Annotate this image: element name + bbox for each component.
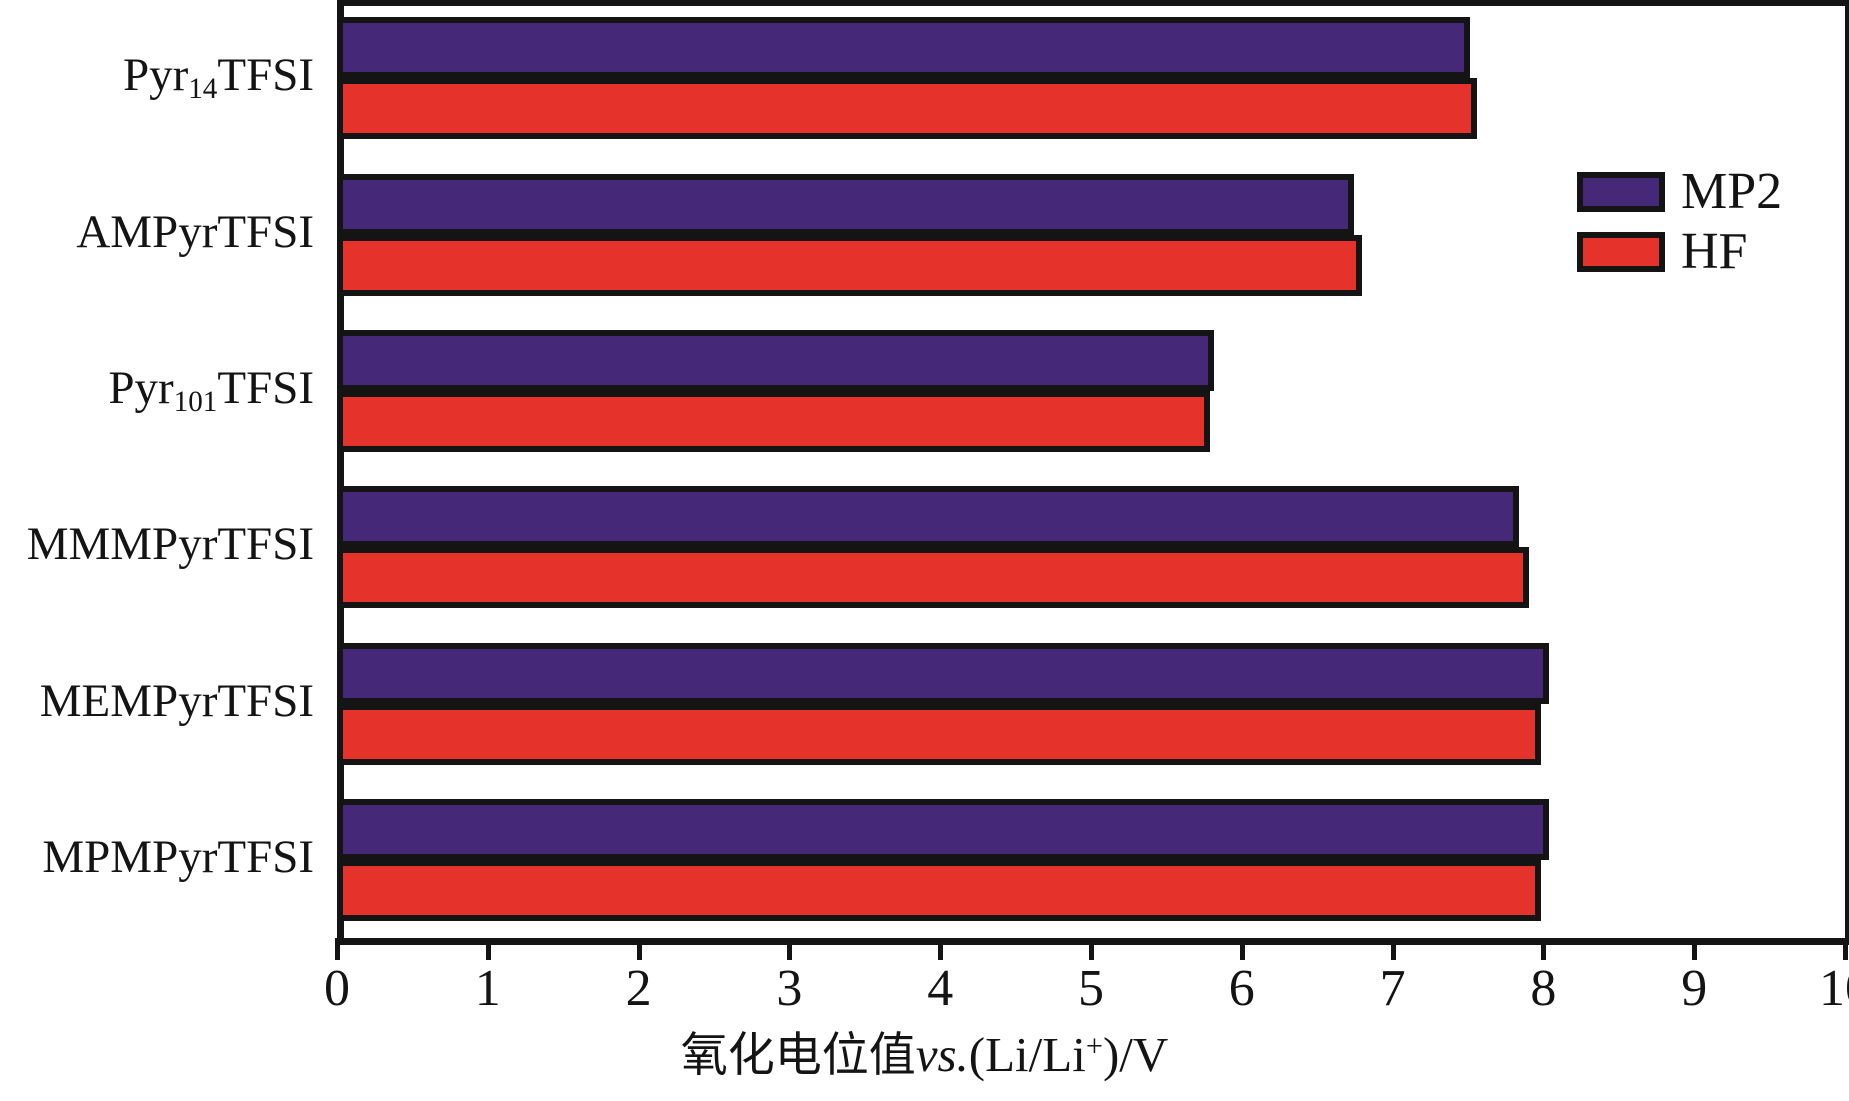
legend-swatch-mp2-icon [1577, 172, 1665, 212]
category-label-Pyr101TFSI: Pyr101TFSI [108, 361, 314, 416]
x-tick-1 [485, 938, 491, 960]
x-axis-title: 氧化电位值vs.(Li/Li+)/V [0, 1030, 1849, 1079]
category-label-prefix: Pyr [108, 361, 174, 414]
x-tick-5 [1089, 938, 1094, 960]
x-tick-label-2: 2 [625, 960, 652, 1017]
category-label-subscript: 101 [173, 385, 218, 418]
plot-top-border [337, 0, 1849, 6]
x-axis-title-cjk: 氧化电位值 [680, 1028, 916, 1083]
x-tick-0 [335, 938, 340, 960]
category-label-suffix: TFSI [217, 49, 314, 102]
legend-label-mp2: MP2 [1681, 163, 1783, 220]
bar-hf-MMMPyrTFSI [337, 547, 1530, 609]
bar-hf-AMPyrTFSI [337, 234, 1362, 296]
x-tick-label-7: 7 [1379, 960, 1406, 1017]
category-label-prefix: Pyr [122, 49, 189, 102]
category-label-MEMPyrTFSI: MEMPyrTFSI [39, 674, 314, 727]
bar-hf-Pyr101TFSI [337, 390, 1210, 452]
bar-mp2-MEMPyrTFSI [337, 642, 1549, 704]
x-axis-title-tail-b: )/V [1102, 1027, 1169, 1082]
legend-item-hf: HF [1577, 223, 1782, 280]
x-axis-title-tail-a: (Li/Li [968, 1027, 1086, 1082]
bar-mp2-AMPyrTFSI [337, 173, 1355, 235]
category-label-text: MPMPyrTFSI [42, 830, 314, 883]
bar-mp2-Pyr14TFSI [337, 17, 1471, 79]
category-label-suffix: TFSI [217, 361, 314, 414]
bar-mp2-MMMPyrTFSI [337, 486, 1519, 548]
x-tick-7 [1390, 938, 1396, 960]
x-tick-4 [938, 938, 944, 960]
bar-hf-MEMPyrTFSI [337, 703, 1542, 765]
x-tick-label-10: 10 [1819, 960, 1849, 1017]
bar-mp2-Pyr101TFSI [337, 329, 1215, 391]
x-tick-label-1: 1 [474, 960, 501, 1017]
plot-right-border [1845, 0, 1849, 945]
bar-mp2-MPMPyrTFSI [337, 798, 1549, 860]
x-tick-2 [636, 938, 642, 960]
bar-hf-MPMPyrTFSI [337, 859, 1542, 921]
x-tick-6 [1239, 938, 1245, 960]
bar-hf-Pyr14TFSI [337, 78, 1477, 140]
legend-swatch-hf-icon [1577, 232, 1665, 272]
category-label-MPMPyrTFSI: MPMPyrTFSI [42, 830, 314, 883]
x-tick-label-5: 5 [1078, 960, 1104, 1017]
x-axis-title-superscript: + [1085, 1029, 1103, 1064]
x-tick-3 [787, 938, 793, 960]
category-label-Pyr14TFSI: Pyr14TFSI [122, 49, 314, 104]
legend-label-hf: HF [1681, 223, 1748, 280]
x-tick-label-4: 4 [927, 960, 954, 1017]
category-label-text: AMPyrTFSI [76, 205, 314, 258]
category-label-subscript: 14 [188, 73, 218, 106]
category-label-text: MMMPyrTFSI [26, 518, 314, 571]
x-tick-label-8: 8 [1530, 960, 1557, 1017]
chart-legend: MP2 HF [1577, 163, 1783, 287]
x-axis-title-vs: vs. [915, 1027, 969, 1082]
category-label-text: MEMPyrTFSI [39, 674, 314, 727]
legend-item-mp2: MP2 [1577, 163, 1783, 220]
x-tick-9 [1692, 938, 1698, 960]
x-tick-label-3: 3 [776, 960, 803, 1017]
x-tick-label-9: 9 [1681, 960, 1708, 1017]
category-label-MMMPyrTFSI: MMMPyrTFSI [27, 521, 314, 568]
x-tick-8 [1541, 938, 1547, 960]
x-tick-label-0: 0 [324, 960, 350, 1017]
x-tick-label-6: 6 [1228, 960, 1255, 1017]
x-tick-10 [1843, 938, 1848, 960]
category-label-AMPyrTFSI: AMPyrTFSI [76, 205, 314, 258]
